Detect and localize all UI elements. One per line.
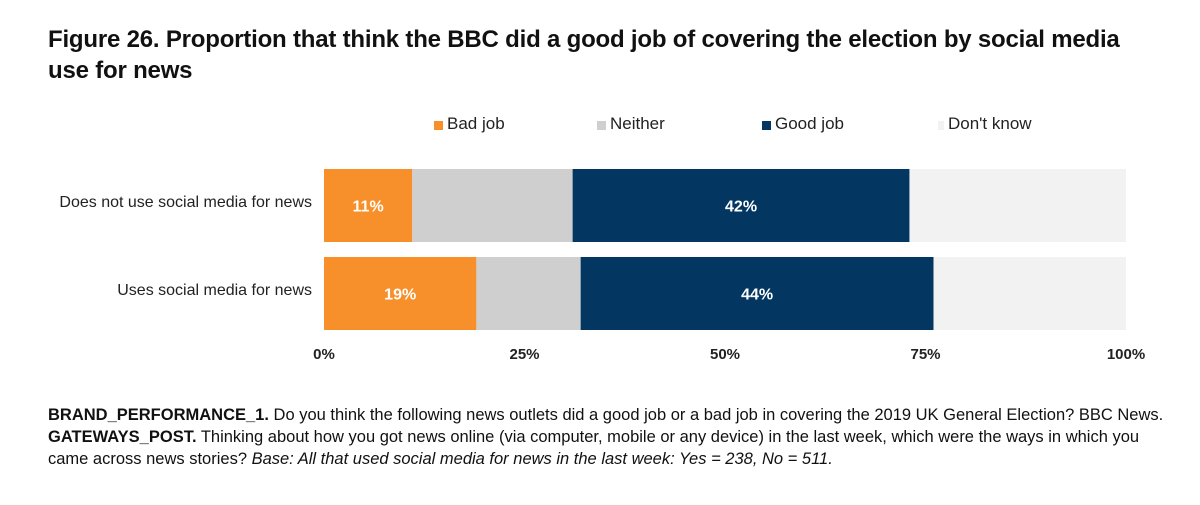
legend-label-neither: Neither [610,114,665,133]
footnote-question-text-2: Thinking about how you got news online (… [48,428,1140,468]
data-label-good-job-row-1: 42% [725,199,757,216]
chart-title: Figure 26. Proportion that think the BBC… [48,26,1120,84]
bar-segment-bad-job-row-1 [324,169,413,242]
category-label-non-users: Does not use social media for news [59,194,312,211]
footnote: BRAND_PERFORMANCE_1. Do you think the fo… [48,404,1168,470]
legend-item-good-job: Good job [762,114,844,134]
x-tick-label-50: 50% [710,346,740,363]
legend-swatch-neither [597,121,606,130]
stacked-bar-chart: 11% 42% 19% 44% 0% 25% 50% 75% 100% [313,169,1145,363]
bar-segment-don-t-know-row-1 [909,169,1126,242]
legend-item-neither: Neither [597,114,665,134]
data-label-bad-job-row-1: 11% [353,199,384,216]
data-label-good-job-row-2: 44% [741,287,773,304]
bar-segment-good-job-row-1 [572,169,910,242]
footnote-question-code-2: GATEWAYS_POST. [48,428,197,446]
bar-segment-neither-row-1 [412,169,573,242]
bar-segment-good-job-row-2 [580,257,934,330]
legend-swatch-bad-job [434,121,443,130]
bar-segment-don-t-know-row-2 [933,257,1126,330]
legend-item-dont-know: Don't know [938,114,1032,134]
x-tick-label-0: 0% [313,346,335,363]
footnote-base: Base: All that used social media for new… [251,450,833,468]
x-tick-label-100: 100% [1107,346,1145,363]
bar-segment-bad-job-row-2 [324,257,477,330]
footnote-question-code-1: BRAND_PERFORMANCE_1. [48,406,269,424]
footnote-question-text-1: Do you think the following news outlets … [268,406,1164,424]
legend-swatch-dont-know [938,121,944,130]
category-label-users: Uses social media for news [117,282,312,299]
data-label-bad-job-row-2: 19% [384,287,416,304]
legend-label-bad-job: Bad job [447,114,505,133]
legend-item-bad-job: Bad job [434,114,505,134]
bar-segment-neither-row-2 [476,257,581,330]
legend-label-good-job: Good job [775,114,844,133]
legend-label-dont-know: Don't know [948,114,1032,133]
x-tick-label-75: 75% [910,346,940,363]
legend-swatch-good-job [762,121,771,130]
x-tick-label-25: 25% [509,346,539,363]
